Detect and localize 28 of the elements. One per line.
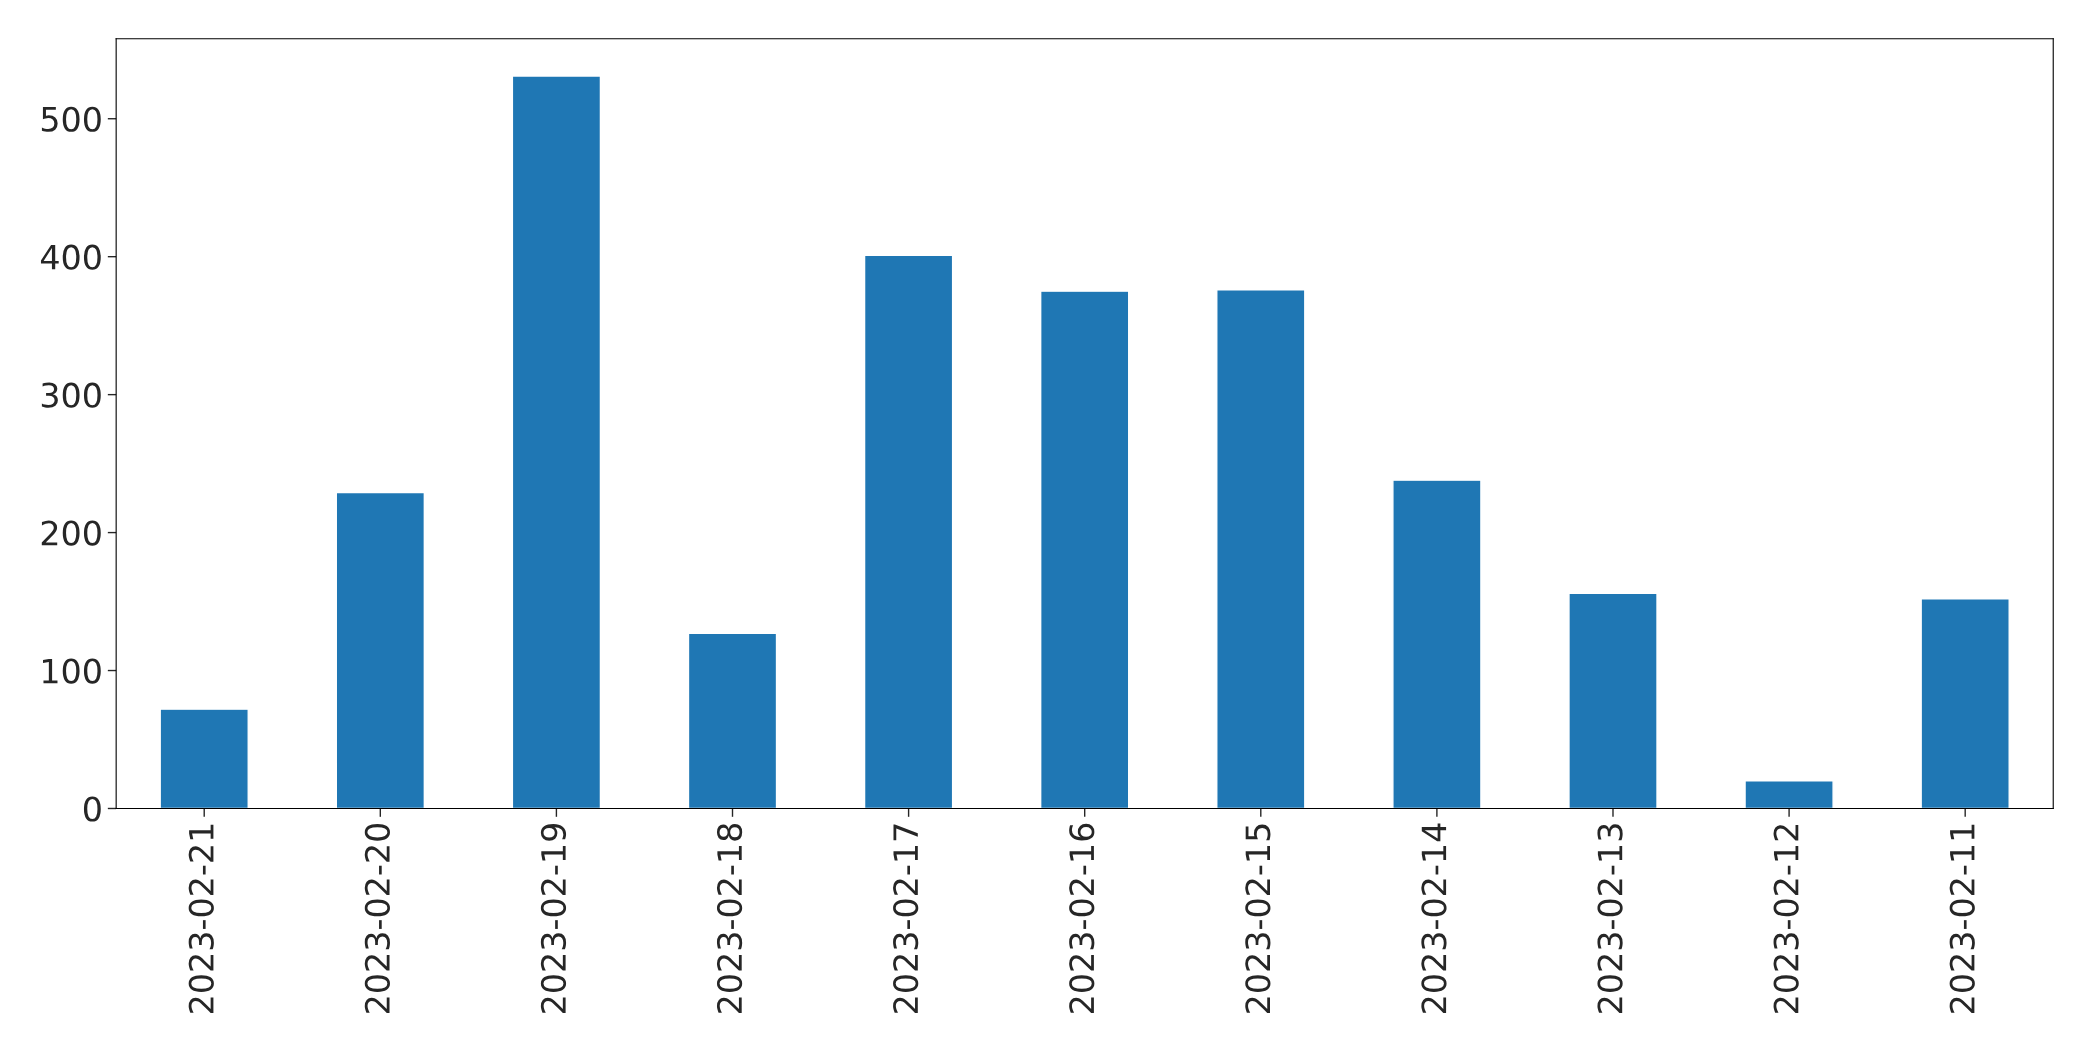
bar — [1392, 479, 1482, 809]
bar — [1039, 290, 1130, 809]
y-tick-label: 100 — [43, 658, 101, 684]
x-tick-label: 2023-02-11 — [1949, 824, 1975, 1013]
x-tick-label: 2023-02-19 — [540, 824, 567, 1013]
y-tick-label: 400 — [40, 244, 101, 270]
y-tick-label: 0 — [83, 796, 101, 822]
bar — [335, 491, 426, 809]
x-tick-label: 2023-02-14 — [1421, 823, 1447, 1013]
bar — [1744, 780, 1834, 809]
bar — [1568, 592, 1658, 809]
y-tick-label: 500 — [41, 106, 101, 132]
x-tick-label: 2023-02-13 — [1597, 824, 1623, 1013]
bar — [511, 75, 602, 809]
y-tick-label: 200 — [41, 520, 101, 546]
bar — [687, 632, 778, 809]
x-tick-label: 2023-02-16 — [1069, 823, 1095, 1013]
bar — [1920, 598, 2010, 809]
x-tick-label: 2023-02-21 — [188, 824, 214, 1013]
x-tick-label: 2023-02-18 — [716, 823, 743, 1013]
bar — [159, 708, 249, 809]
bar — [863, 254, 954, 809]
y-tick-label: 300 — [41, 382, 101, 408]
x-tick-label: 2023-02-17 — [893, 824, 919, 1013]
bar — [1216, 289, 1306, 809]
x-tick-label: 2023-02-20 — [364, 823, 390, 1013]
x-tick-label: 2023-02-12 — [1773, 825, 1799, 1013]
x-tick-label: 2023-02-15 — [1245, 824, 1271, 1013]
